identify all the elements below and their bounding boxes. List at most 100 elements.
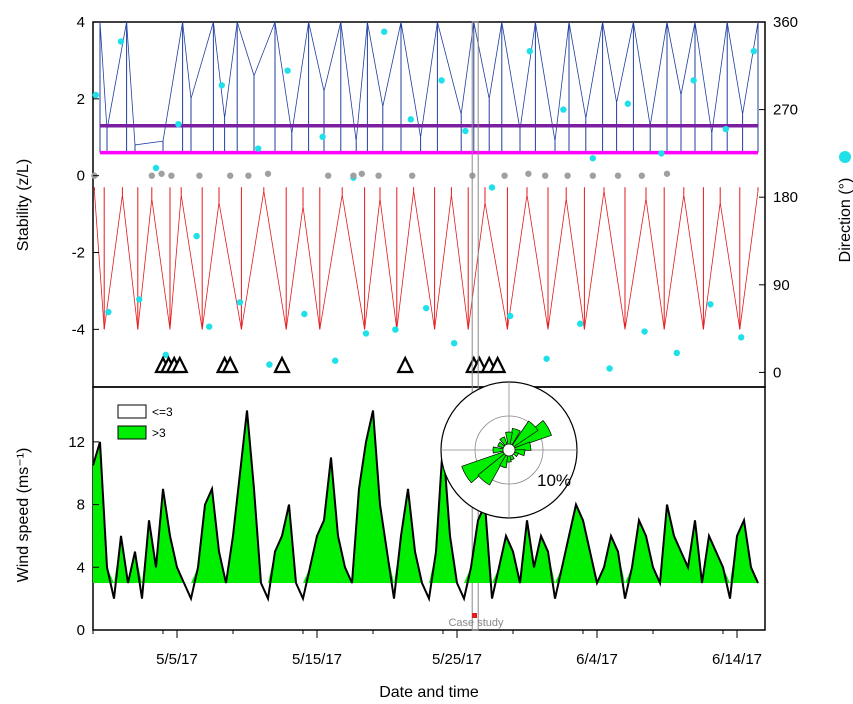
direction-point xyxy=(301,310,308,318)
wind-rose-scale-label: 10% xyxy=(537,471,571,490)
direction-point xyxy=(641,328,648,335)
direction-tick-label: 180 xyxy=(773,189,798,206)
wind-speed-axis-ticks: 12 8 4 0 xyxy=(68,434,99,639)
wind-rose-petal xyxy=(508,420,539,451)
stability-tick-label: 0 xyxy=(77,168,85,185)
neutral-point xyxy=(350,172,357,179)
direction-point xyxy=(362,330,370,337)
event-triangle xyxy=(488,355,507,374)
neutral-point xyxy=(375,172,382,179)
event-triangle xyxy=(171,355,189,374)
direction-point xyxy=(175,121,182,128)
neutral-point xyxy=(638,172,645,179)
wind-legend: <=3 >3 xyxy=(117,404,173,440)
direction-point xyxy=(543,355,550,362)
direction-point xyxy=(193,232,200,240)
wind-above-threshold-area xyxy=(93,410,758,583)
direction-point xyxy=(152,164,160,172)
direction-point xyxy=(577,320,584,327)
direction-point xyxy=(117,38,125,45)
event-triangle xyxy=(221,355,239,374)
stability-axis-title: Stability (z/L) xyxy=(15,159,32,251)
date-axis-ticks: 5/5/17 5/15/17 5/25/17 6/4/17 6/14/17 xyxy=(92,630,762,668)
direction-point xyxy=(451,340,458,347)
direction-point xyxy=(526,48,533,55)
neutral-point xyxy=(227,172,234,179)
stability-plot xyxy=(91,20,759,631)
neutral-point xyxy=(409,172,416,179)
wind-speed-tick-label: 0 xyxy=(77,622,85,639)
neutral-point xyxy=(196,172,203,179)
direction-tick-label: 0 xyxy=(773,364,781,381)
direction-point xyxy=(722,125,729,133)
stability-axis-ticks: 4 2 0 -2 -4 xyxy=(72,14,99,338)
case-study-marker xyxy=(472,613,477,618)
direction-point xyxy=(218,82,225,89)
date-tick-label: 5/15/17 xyxy=(292,651,342,668)
direction-point xyxy=(658,150,665,157)
direction-point xyxy=(707,301,714,308)
date-tick-label: 5/5/17 xyxy=(156,651,198,668)
direction-point xyxy=(673,349,680,357)
direction-point xyxy=(255,145,262,152)
neutral-point xyxy=(614,172,622,179)
wind-speed-axis-title: Wind speed (ms⁻¹) xyxy=(15,448,32,583)
date-tick-label: 5/25/17 xyxy=(432,651,482,668)
direction-point xyxy=(319,133,326,141)
case-study-band xyxy=(471,21,479,631)
neutral-point xyxy=(589,172,596,179)
direction-point xyxy=(438,77,445,84)
wind-speed-plot xyxy=(92,410,759,603)
direction-point xyxy=(750,48,757,55)
neutral-point xyxy=(542,172,549,179)
direction-tick-label: 270 xyxy=(773,102,798,119)
direction-point xyxy=(136,296,143,303)
direction-tick-label: 360 xyxy=(773,14,798,31)
direction-point xyxy=(162,351,169,359)
wind-rose: 10% xyxy=(440,381,578,519)
neutral-point xyxy=(525,170,532,177)
wind-rose-petal xyxy=(492,446,510,454)
stability-tick-label: 4 xyxy=(77,14,85,31)
direction-point xyxy=(423,304,430,312)
case-study-label: Case study xyxy=(448,617,504,629)
neutral-point xyxy=(663,170,671,177)
neutral-point xyxy=(264,170,272,177)
unstable-line xyxy=(94,191,759,330)
date-tick-label: 6/4/17 xyxy=(576,651,618,668)
legend-label-le3: <=3 xyxy=(152,405,173,419)
date-tick-label: 6/14/17 xyxy=(712,651,762,668)
event-triangle xyxy=(273,355,291,374)
direction-point xyxy=(407,116,414,123)
direction-point xyxy=(690,77,697,84)
direction-point xyxy=(284,67,291,74)
neutral-point xyxy=(325,172,332,179)
wind-rose-petal xyxy=(461,449,510,484)
neutral-point xyxy=(245,172,252,179)
wind-speed-tick-label: 4 xyxy=(77,559,85,576)
direction-axis-title: Direction (°) xyxy=(837,178,853,263)
direction-point xyxy=(105,308,112,316)
stable-line xyxy=(99,20,759,146)
direction-point xyxy=(507,312,514,320)
stability-tick-label: -4 xyxy=(72,321,85,338)
wind-speed-tick-label: 8 xyxy=(77,497,85,514)
direction-point xyxy=(332,357,339,364)
wind-speed-tick-label: 12 xyxy=(68,434,85,451)
direction-point xyxy=(266,361,273,368)
neutral-point xyxy=(564,172,571,179)
wind-rose-petal xyxy=(477,449,510,486)
direction-tick-label: 90 xyxy=(773,277,790,294)
direction-point xyxy=(236,299,244,306)
direction-point xyxy=(624,100,631,107)
direction-point xyxy=(381,28,388,35)
direction-point xyxy=(589,155,596,162)
direction-point xyxy=(606,365,613,372)
wind-rose-calm-circle xyxy=(502,443,516,457)
legend-swatch-le3 xyxy=(117,404,147,419)
direction-point xyxy=(488,184,496,191)
direction-point xyxy=(560,106,567,113)
direction-axis-ticks: 360 270 180 90 0 xyxy=(759,14,798,381)
wind-rose-petal xyxy=(505,431,513,451)
